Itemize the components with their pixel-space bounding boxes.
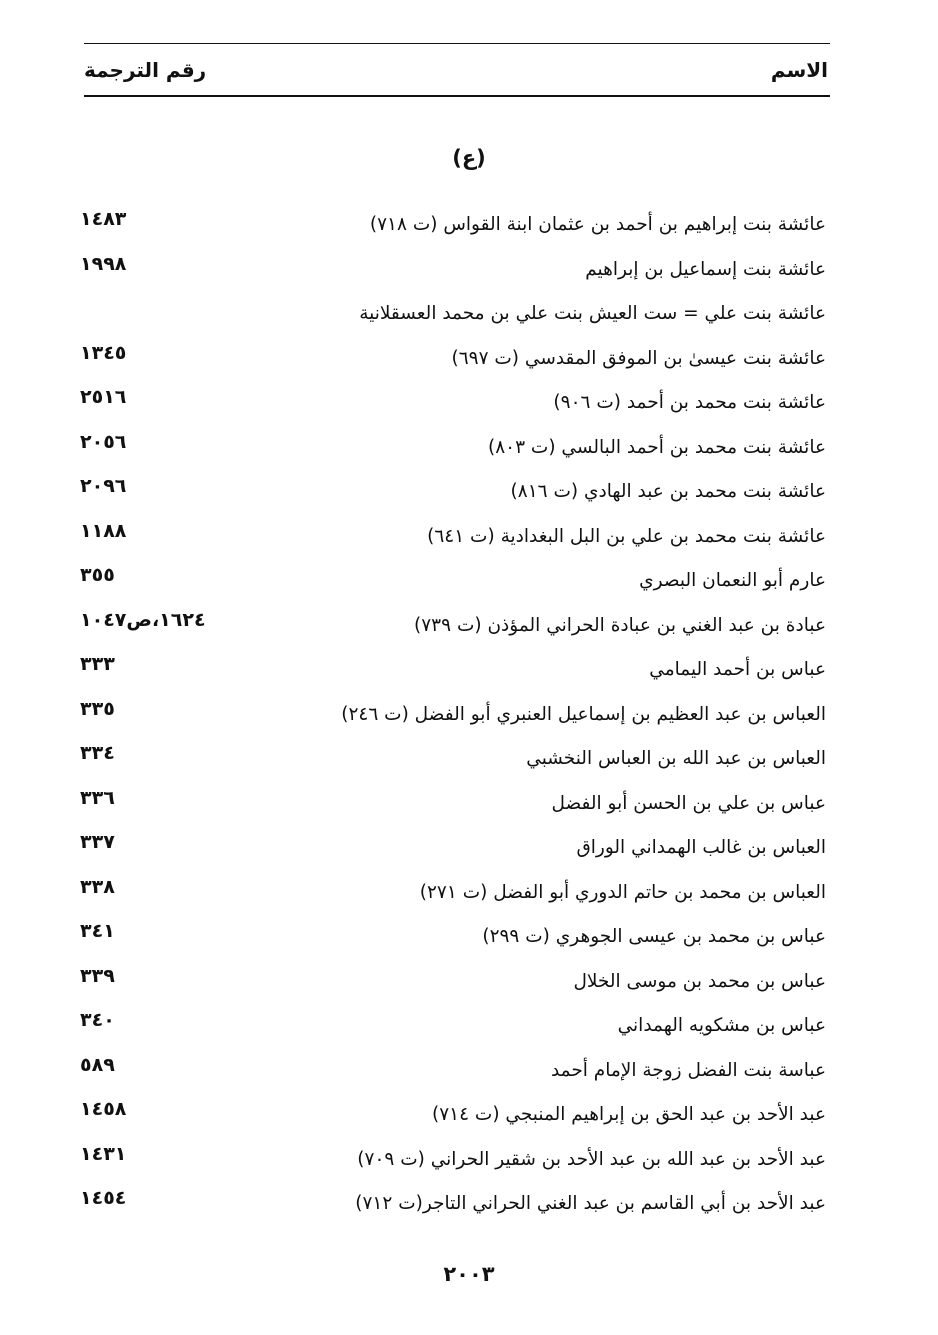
entry-name: عائشة بنت محمد بن أحمد البالسي (ت ٨٠٣) bbox=[488, 436, 826, 458]
entry-number: ٣٣٧ bbox=[80, 831, 115, 853]
entry-number: ١٦٢٤،ص١٠٤٧ bbox=[80, 608, 206, 631]
entry-number: ٢٥١٦ bbox=[80, 386, 127, 408]
index-entry: عباس بن علي بن الحسن أبو الفضل ٣٣٦ bbox=[0, 787, 938, 833]
entry-name: عبد الأحد بن عبد الله بن عبد الأحد بن شق… bbox=[357, 1148, 826, 1170]
entry-name: العباس بن عبد العظيم بن إسماعيل العنبري … bbox=[341, 703, 826, 725]
index-entry: عباس بن مشكويه الهمداني ٣٤٠ bbox=[0, 1009, 938, 1055]
index-entry: عبد الأحد بن عبد الحق بن إبراهيم المنبجي… bbox=[0, 1098, 938, 1144]
index-entry: عائشة بنت إبراهيم بن أحمد بن عثمان ابنة … bbox=[0, 208, 938, 254]
index-entry: العباس بن محمد بن حاتم الدوري أبو الفضل … bbox=[0, 876, 938, 922]
entry-number: ١٩٩٨ bbox=[80, 252, 127, 275]
index-entry: العباس بن عبد العظيم بن إسماعيل العنبري … bbox=[0, 698, 938, 744]
index-entry: عبادة بن عبد الغني بن عبادة الحراني المؤ… bbox=[0, 609, 938, 655]
header-bottom-rule bbox=[84, 95, 830, 97]
column-header-number: رقم الترجمة bbox=[84, 58, 207, 82]
entry-name: عائشة بنت محمد بن أحمد (ت ٩٠٦) bbox=[553, 392, 826, 413]
entry-number: ٣٥٥ bbox=[80, 564, 115, 586]
entry-number: ٣٤٠ bbox=[80, 1009, 115, 1031]
entry-name: عائشة بنت إسماعيل بن إبراهيم bbox=[585, 258, 826, 280]
entry-name: عباس بن محمد بن عيسى الجوهري (ت ٢٩٩) bbox=[482, 926, 826, 947]
index-entry: عائشة بنت محمد بن علي بن البل البغدادية … bbox=[0, 520, 938, 566]
index-entry: عائشة بنت محمد بن أحمد (ت ٩٠٦) ٢٥١٦ bbox=[0, 386, 938, 432]
entry-number: ١١٨٨ bbox=[80, 519, 127, 542]
index-entry: عباس بن محمد بن موسى الخلال ٣٣٩ bbox=[0, 965, 938, 1011]
entry-name: عائشة بنت محمد بن علي بن البل البغدادية … bbox=[427, 525, 826, 547]
index-entry: عائشة بنت عيسىٰ بن الموفق المقدسي (ت ٦٩٧… bbox=[0, 342, 938, 388]
entry-number: ١٤٣١ bbox=[80, 1142, 127, 1165]
entry-number: ٣٤١ bbox=[80, 920, 115, 942]
column-header-name: الاسم bbox=[770, 58, 828, 82]
index-entry: عارم أبو النعمان البصري ٣٥٥ bbox=[0, 564, 938, 610]
entry-name: عباس بن محمد بن موسى الخلال bbox=[573, 970, 826, 992]
entry-number: ٣٣٩ bbox=[80, 964, 115, 987]
entry-name: عباسة بنت الفضل زوجة الإمام أحمد bbox=[550, 1059, 826, 1081]
entry-number: ١٤٨٣ bbox=[80, 208, 127, 230]
index-entry: العباس بن غالب الهمداني الوراق ٣٣٧ bbox=[0, 831, 938, 877]
entry-number: ٣٣٣ bbox=[80, 653, 115, 675]
index-entry: عباس بن محمد بن عيسى الجوهري (ت ٢٩٩) ٣٤١ bbox=[0, 920, 938, 966]
entry-number: ٣٣٦ bbox=[80, 786, 115, 809]
entry-name: عارم أبو النعمان البصري bbox=[639, 570, 826, 591]
entry-name: عبد الأحد بن عبد الحق بن إبراهيم المنبجي… bbox=[432, 1104, 826, 1125]
entry-number: ٣٣٨ bbox=[80, 875, 115, 898]
entry-name: عباس بن مشكويه الهمداني bbox=[617, 1015, 826, 1036]
index-entry: عائشة بنت إسماعيل بن إبراهيم ١٩٩٨ bbox=[0, 253, 938, 299]
header-top-rule bbox=[84, 43, 830, 44]
entry-name: عائشة بنت عيسىٰ بن الموفق المقدسي (ت ٦٩٧… bbox=[451, 347, 826, 369]
entry-name: العباس بن عبد الله بن العباس النخشبي bbox=[526, 748, 826, 769]
index-entry: عائشة بنت محمد بن عبد الهادي (ت ٨١٦) ٢٠٩٦ bbox=[0, 475, 938, 521]
entry-name: عائشة بنت علي = ست العيش بنت علي بن محمد… bbox=[359, 303, 826, 324]
index-entry: عبد الأحد بن عبد الله بن عبد الأحد بن شق… bbox=[0, 1143, 938, 1189]
entry-number: ٥٨٩ bbox=[80, 1053, 115, 1076]
entry-name: العباس بن محمد بن حاتم الدوري أبو الفضل … bbox=[419, 881, 826, 903]
section-letter: (ع) bbox=[452, 146, 486, 170]
entry-name: عائشة بنت إبراهيم بن أحمد بن عثمان ابنة … bbox=[369, 214, 826, 235]
index-entry: عباس بن أحمد اليمامي ٣٣٣ bbox=[0, 653, 938, 699]
entry-name: عبد الأحد بن أبي القاسم بن عبد الغني الح… bbox=[355, 1193, 826, 1214]
index-entry: عبد الأحد بن أبي القاسم بن عبد الغني الح… bbox=[0, 1187, 938, 1233]
entry-name: عبادة بن عبد الغني بن عبادة الحراني المؤ… bbox=[414, 614, 826, 636]
index-entry: عباسة بنت الفضل زوجة الإمام أحمد ٥٨٩ bbox=[0, 1054, 938, 1100]
index-entry: العباس بن عبد الله بن العباس النخشبي ٣٣٤ bbox=[0, 742, 938, 788]
index-entry: عائشة بنت علي = ست العيش بنت علي بن محمد… bbox=[0, 303, 938, 343]
entry-name: العباس بن غالب الهمداني الوراق bbox=[576, 837, 826, 858]
entry-name: عباس بن علي بن الحسن أبو الفضل bbox=[551, 792, 826, 814]
entry-number: ٢٠٩٦ bbox=[80, 475, 127, 497]
index-entry: عائشة بنت محمد بن أحمد البالسي (ت ٨٠٣) ٢٠… bbox=[0, 431, 938, 477]
entry-number: ١٣٤٥ bbox=[80, 341, 127, 364]
entry-number: ٣٣٥ bbox=[80, 697, 115, 720]
entry-name: عائشة بنت محمد بن عبد الهادي (ت ٨١٦) bbox=[510, 481, 826, 502]
entry-number: ١٤٥٤ bbox=[80, 1187, 127, 1209]
entry-number: ١٤٥٨ bbox=[80, 1098, 127, 1120]
entry-number: ٣٣٤ bbox=[80, 742, 115, 764]
page-number: ٢٠٠٣ bbox=[443, 1262, 495, 1286]
entry-number: ٢٠٥٦ bbox=[80, 430, 127, 453]
entry-name: عباس بن أحمد اليمامي bbox=[649, 659, 826, 680]
